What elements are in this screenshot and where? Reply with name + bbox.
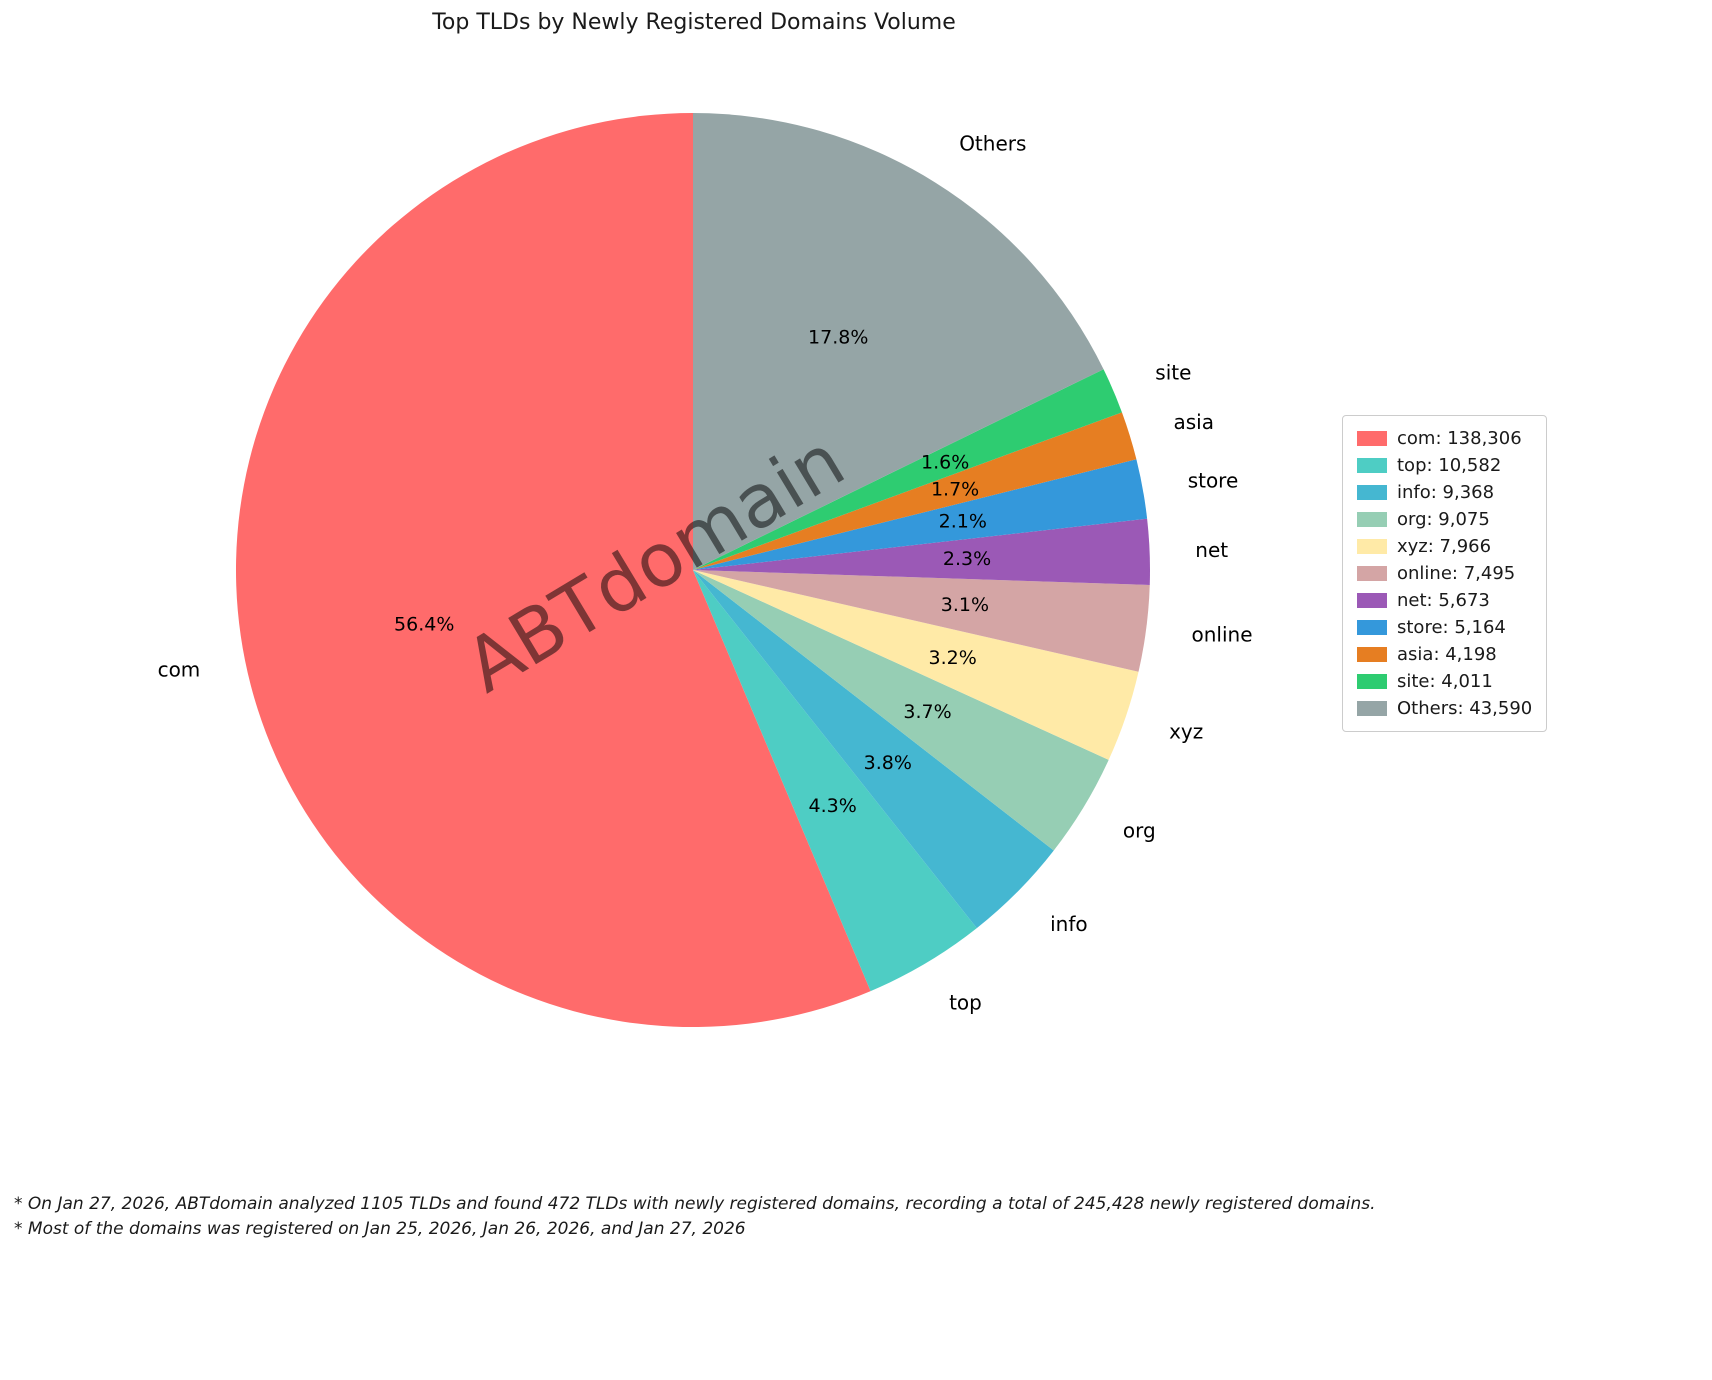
legend-swatch-com <box>1357 431 1387 446</box>
legend-item-asia: asia: 4,198 <box>1357 644 1532 665</box>
footnotes: * On Jan 27, 2026, ABTdomain analyzed 11… <box>14 1192 1376 1242</box>
percent-label-top: 4.3% <box>809 795 857 817</box>
percent-label-org: 3.7% <box>903 701 951 723</box>
slice-label-asia: asia <box>1174 410 1215 434</box>
legend-item-online: online: 7,495 <box>1357 563 1532 584</box>
footnote-2: * Most of the domains was registered on … <box>14 1219 746 1239</box>
percent-label-site: 1.6% <box>921 451 969 473</box>
percent-label-com: 56.4% <box>394 613 454 635</box>
pie-slices <box>235 113 1151 1027</box>
pie-slice-info <box>693 570 1054 929</box>
legend-swatch-store <box>1357 620 1387 635</box>
legend-label-store: store: 5,164 <box>1397 617 1506 638</box>
legend-swatch-top <box>1357 458 1387 473</box>
slice-label-net: net <box>1195 538 1228 562</box>
slice-label-site: site <box>1155 361 1191 385</box>
percent-label-info: 3.8% <box>864 752 912 774</box>
legend-item-com: com: 138,306 <box>1357 428 1532 449</box>
legend-label-xyz: xyz: 7,966 <box>1397 536 1492 557</box>
slice-label-org: org <box>1123 819 1156 843</box>
legend-item-store: store: 5,164 <box>1357 617 1532 638</box>
legend-label-top: top: 10,582 <box>1397 455 1502 476</box>
slice-label-Others: Others <box>959 132 1026 156</box>
legend-swatch-info <box>1357 485 1387 500</box>
legend-swatch-org <box>1357 512 1387 527</box>
legend-item-Others: Others: 43,590 <box>1357 698 1532 719</box>
slice-label-xyz: xyz <box>1169 719 1203 743</box>
legend-swatch-xyz <box>1357 539 1387 554</box>
pie-slice-online <box>693 570 1150 672</box>
slice-label-online: online <box>1192 623 1253 647</box>
footnote-1: * On Jan 27, 2026, ABTdomain analyzed 11… <box>14 1194 1376 1214</box>
legend-item-info: info: 9,368 <box>1357 482 1532 503</box>
pie-slice-labels: com top info org xyz online net store asia site Ot… <box>158 132 1253 1015</box>
legend-item-net: net: 5,673 <box>1357 590 1532 611</box>
pie-slice-com <box>235 113 871 1027</box>
pie-slice-store <box>693 459 1148 570</box>
percent-label-store: 2.1% <box>939 510 987 532</box>
legend-item-org: org: 9,075 <box>1357 509 1532 530</box>
percent-label-xyz: 3.2% <box>929 647 977 669</box>
legend-label-net: net: 5,673 <box>1397 590 1490 611</box>
pie-percent-labels: 56.4% 4.3% 3.8% 3.7% 3.2% 3.1% 2.3% 2.1% 1.7% 1.6… <box>394 326 991 817</box>
legend-item-top: top: 10,582 <box>1357 455 1532 476</box>
legend-label-info: info: 9,368 <box>1397 482 1495 503</box>
pie-slice-Others <box>693 113 1104 570</box>
percent-label-asia: 1.7% <box>931 478 979 500</box>
legend-swatch-online <box>1357 566 1387 581</box>
percent-label-net: 2.3% <box>943 548 991 570</box>
legend-swatch-Others <box>1357 701 1387 716</box>
slice-label-com: com <box>158 658 201 682</box>
legend-swatch-net <box>1357 593 1387 608</box>
slice-label-info: info <box>1050 912 1088 936</box>
legend-label-com: com: 138,306 <box>1397 428 1522 449</box>
legend-label-Others: Others: 43,590 <box>1397 698 1533 719</box>
legend-label-org: org: 9,075 <box>1397 509 1490 530</box>
pie-slice-asia <box>693 412 1137 570</box>
legend-item-xyz: xyz: 7,966 <box>1357 536 1532 557</box>
slice-label-store: store <box>1188 469 1239 493</box>
pie-slice-site <box>693 369 1122 570</box>
pie-slice-net <box>693 518 1151 585</box>
percent-label-online: 3.1% <box>941 594 989 616</box>
slice-label-top: top <box>949 991 982 1015</box>
percent-label-Others: 17.8% <box>808 326 868 348</box>
legend-label-online: online: 7,495 <box>1397 563 1516 584</box>
pie-slice-top <box>693 570 977 992</box>
pie-slice-org <box>693 570 1109 851</box>
legend-swatch-site <box>1357 674 1387 689</box>
legend-item-site: site: 4,011 <box>1357 671 1532 692</box>
legend-label-asia: asia: 4,198 <box>1397 644 1497 665</box>
pie-slice-xyz <box>693 570 1139 760</box>
legend-swatch-asia <box>1357 647 1387 662</box>
chart-title: Top TLDs by Newly Registered Domains Vol… <box>432 10 956 35</box>
legend-label-site: site: 4,011 <box>1397 671 1493 692</box>
legend: com: 138,306 top: 10,582 info: 9,368 org: 9… <box>1342 415 1548 732</box>
